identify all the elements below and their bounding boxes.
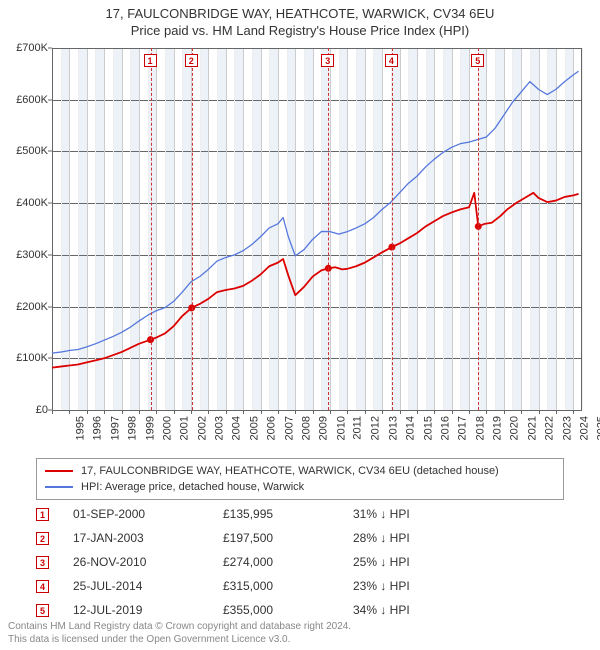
y-axis-label: £500K: [4, 145, 48, 157]
event-line: [151, 48, 152, 410]
event-row: 1 01-SEP-2000£135,99531% ↓ HPI: [36, 502, 564, 526]
event-row-date: 12-JUL-2019: [73, 603, 223, 617]
y-axis-label: £700K: [4, 42, 48, 54]
x-axis-label: 1999: [144, 416, 156, 440]
event-row-diff: 28% ↓ HPI: [353, 531, 473, 545]
x-axis-label: 2011: [352, 416, 364, 440]
x-axis-label: 2004: [231, 416, 243, 440]
chart-svg: [52, 48, 582, 410]
event-row-diff: 31% ↓ HPI: [353, 507, 473, 521]
x-axis-label: 2018: [474, 416, 486, 440]
event-marker: 5: [471, 54, 484, 67]
x-axis-label: 2014: [405, 416, 417, 440]
y-axis-label: £600K: [4, 94, 48, 106]
event-row-number: 3: [36, 556, 49, 569]
x-axis-label: 2023: [561, 416, 573, 440]
legend-swatch-hpi: [45, 486, 73, 488]
x-axis-label: 2015: [422, 416, 434, 440]
x-axis-label: 2013: [387, 416, 399, 440]
event-row-diff: 23% ↓ HPI: [353, 579, 473, 593]
y-axis-label: £400K: [4, 197, 48, 209]
x-axis-label: 2005: [248, 416, 260, 440]
event-row-date: 25-JUL-2014: [73, 579, 223, 593]
x-axis-label: 2000: [161, 416, 173, 440]
x-axis-label: 2001: [179, 416, 191, 440]
events-table: 1 01-SEP-2000£135,99531% ↓ HPI 2 17-JAN-200…: [36, 502, 564, 622]
x-axis-label: 2010: [335, 416, 347, 440]
event-row: 3 26-NOV-2010£274,00025% ↓ HPI: [36, 550, 564, 574]
x-axis-label: 2007: [283, 416, 295, 440]
event-row-number: 2: [36, 532, 49, 545]
footer-line1: Contains HM Land Registry data © Crown c…: [8, 620, 351, 633]
event-marker: 4: [385, 54, 398, 67]
event-row-diff: 25% ↓ HPI: [353, 555, 473, 569]
x-axis-label: 2016: [439, 416, 451, 440]
x-axis-label: 2021: [526, 416, 538, 440]
x-axis-label: 1996: [92, 416, 104, 440]
event-row-date: 01-SEP-2000: [73, 507, 223, 521]
event-row-date: 26-NOV-2010: [73, 555, 223, 569]
x-axis-line: [52, 410, 582, 411]
event-row: 4 25-JUL-2014£315,00023% ↓ HPI: [36, 574, 564, 598]
x-axis-label: 2009: [318, 416, 330, 440]
series-line-hpi: [52, 71, 579, 353]
chart-title-address: 17, FAULCONBRIDGE WAY, HEATHCOTE, WARWIC…: [0, 6, 600, 21]
event-row-number: 4: [36, 580, 49, 593]
event-row: 5 12-JUL-2019£355,00034% ↓ HPI: [36, 598, 564, 622]
legend-swatch-sale: [45, 470, 73, 472]
event-row-diff: 34% ↓ HPI: [353, 603, 473, 617]
x-axis-label: 1998: [127, 416, 139, 440]
chart-subtitle: Price paid vs. HM Land Registry's House …: [0, 23, 600, 38]
y-axis-label: £100K: [4, 352, 48, 364]
x-axis-label: 2024: [578, 416, 590, 440]
event-row-price: £274,000: [223, 555, 353, 569]
x-axis-label: 2019: [492, 416, 504, 440]
y-axis-label: £200K: [4, 301, 48, 313]
event-row-number: 1: [36, 508, 49, 521]
chart-legend: 17, FAULCONBRIDGE WAY, HEATHCOTE, WARWIC…: [36, 458, 564, 500]
event-line: [328, 48, 329, 410]
footer-attribution: Contains HM Land Registry data © Crown c…: [8, 620, 351, 646]
legend-label-sale: 17, FAULCONBRIDGE WAY, HEATHCOTE, WARWIC…: [81, 465, 499, 477]
footer-line2: This data is licensed under the Open Gov…: [8, 633, 351, 646]
x-axis-label: 2006: [266, 416, 278, 440]
x-axis-label: 2003: [214, 416, 226, 440]
event-row-price: £355,000: [223, 603, 353, 617]
event-row-price: £315,000: [223, 579, 353, 593]
x-axis-label: 2025: [596, 416, 600, 440]
y-axis-label: £300K: [4, 249, 48, 261]
x-axis-label: 2012: [370, 416, 382, 440]
x-axis-label: 2008: [300, 416, 312, 440]
event-line: [478, 48, 479, 410]
event-row-price: £197,500: [223, 531, 353, 545]
y-axis-label: £0: [4, 404, 48, 416]
event-row-date: 17-JAN-2003: [73, 531, 223, 545]
x-axis-label: 2020: [509, 416, 521, 440]
event-row-price: £135,995: [223, 507, 353, 521]
event-line: [392, 48, 393, 410]
event-row-number: 5: [36, 604, 49, 617]
x-axis-label: 2022: [544, 416, 556, 440]
x-axis-label: 2002: [196, 416, 208, 440]
grid-line-v-minor: [582, 48, 583, 410]
chart-title-block: 17, FAULCONBRIDGE WAY, HEATHCOTE, WARWIC…: [0, 0, 600, 38]
event-marker: 3: [321, 54, 334, 67]
event-row: 2 17-JAN-2003£197,50028% ↓ HPI: [36, 526, 564, 550]
event-line: [192, 48, 193, 410]
series-line-sale: [52, 193, 579, 368]
legend-label-hpi: HPI: Average price, detached house, Warw…: [81, 481, 304, 493]
x-axis-label: 1995: [74, 416, 86, 440]
event-marker: 1: [144, 54, 157, 67]
x-axis-label: 1997: [109, 416, 121, 440]
event-marker: 2: [185, 54, 198, 67]
x-axis-label: 2017: [457, 416, 469, 440]
